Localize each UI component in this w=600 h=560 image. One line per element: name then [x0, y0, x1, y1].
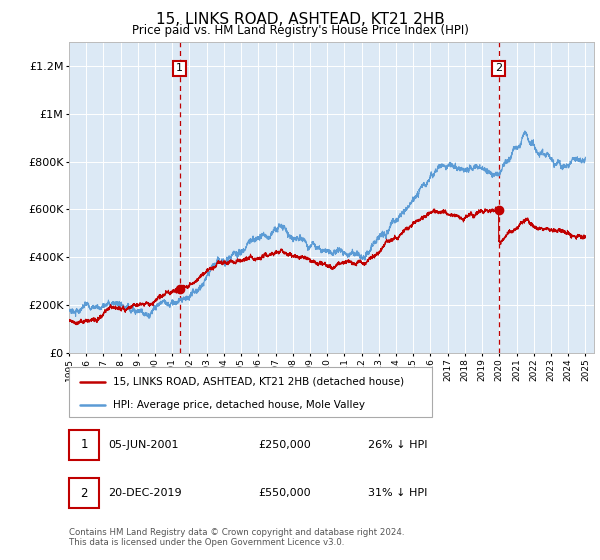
- Text: £550,000: £550,000: [258, 488, 311, 498]
- Text: 2: 2: [495, 63, 502, 73]
- Text: 1: 1: [80, 438, 88, 451]
- Text: Price paid vs. HM Land Registry's House Price Index (HPI): Price paid vs. HM Land Registry's House …: [131, 24, 469, 36]
- Text: HPI: Average price, detached house, Mole Valley: HPI: Average price, detached house, Mole…: [113, 400, 365, 409]
- Text: Contains HM Land Registry data © Crown copyright and database right 2024.
This d: Contains HM Land Registry data © Crown c…: [69, 528, 404, 548]
- Text: 15, LINKS ROAD, ASHTEAD, KT21 2HB (detached house): 15, LINKS ROAD, ASHTEAD, KT21 2HB (detac…: [113, 377, 404, 387]
- Text: £250,000: £250,000: [258, 440, 311, 450]
- FancyBboxPatch shape: [69, 478, 100, 508]
- FancyBboxPatch shape: [69, 367, 432, 417]
- Text: 26% ↓ HPI: 26% ↓ HPI: [368, 440, 428, 450]
- Text: 20-DEC-2019: 20-DEC-2019: [109, 488, 182, 498]
- Text: 2: 2: [80, 487, 88, 500]
- Text: 31% ↓ HPI: 31% ↓ HPI: [368, 488, 428, 498]
- Text: 15, LINKS ROAD, ASHTEAD, KT21 2HB: 15, LINKS ROAD, ASHTEAD, KT21 2HB: [155, 12, 445, 27]
- Text: 05-JUN-2001: 05-JUN-2001: [109, 440, 179, 450]
- FancyBboxPatch shape: [69, 430, 100, 460]
- Text: 1: 1: [176, 63, 183, 73]
